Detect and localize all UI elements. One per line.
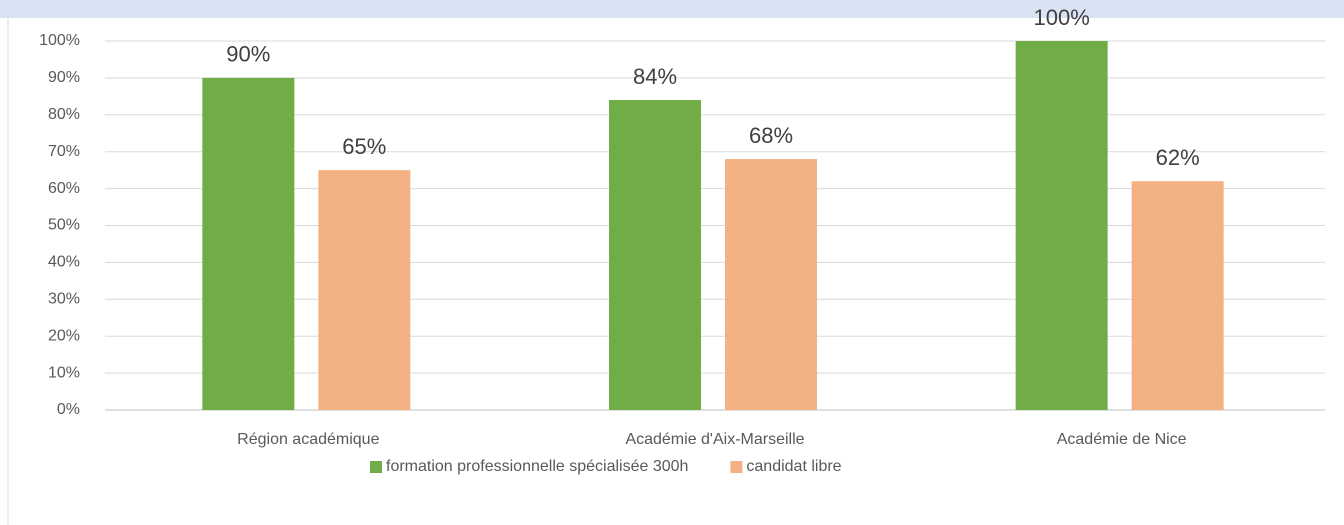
data-label: 62% [1156, 145, 1200, 170]
y-tick-label: 100% [39, 32, 80, 49]
x-tick-label: Région académique [237, 431, 379, 448]
data-label: 100% [1034, 5, 1090, 30]
y-tick-label: 90% [48, 69, 80, 86]
bar [725, 159, 817, 410]
bar [1131, 181, 1224, 410]
bar [318, 170, 411, 410]
y-tick-label: 60% [48, 180, 80, 197]
header-banner [0, 0, 1344, 18]
x-tick-label: Académie de Nice [1057, 431, 1187, 448]
y-tick-label: 70% [48, 143, 80, 160]
y-tick-label: 40% [48, 254, 80, 271]
legend-swatch [730, 461, 743, 473]
data-label: 65% [342, 134, 386, 159]
bar [202, 77, 295, 411]
x-tick-label: Académie d'Aix-Marseille [625, 431, 804, 448]
y-tick-label: 10% [48, 364, 80, 381]
data-label: 84% [633, 64, 677, 89]
y-tick-label: 80% [48, 106, 80, 123]
y-tick-label: 0% [57, 401, 80, 418]
data-label: 68% [749, 123, 793, 148]
data-label: 90% [226, 42, 270, 67]
y-tick-label: 50% [48, 217, 80, 234]
legend-label: formation professionnelle spécialisée 30… [386, 458, 688, 475]
y-tick-label: 30% [48, 291, 80, 308]
bar [609, 100, 701, 410]
bar [1015, 41, 1108, 410]
legend-swatch [370, 461, 382, 473]
legend-label: candidat libre [746, 458, 841, 475]
y-tick-label: 20% [48, 327, 80, 344]
